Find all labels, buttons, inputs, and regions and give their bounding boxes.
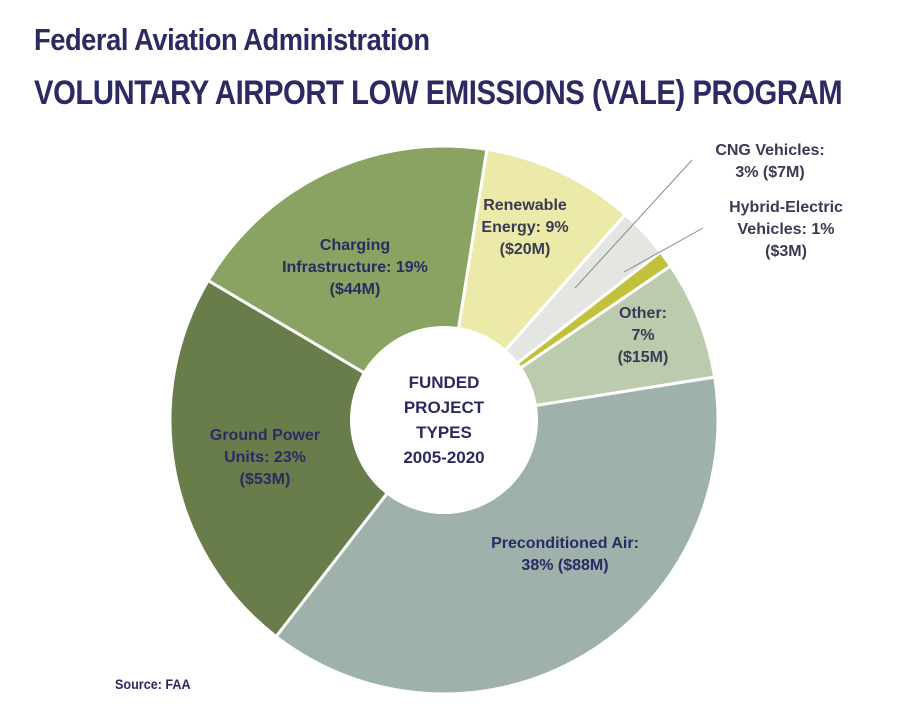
pie-slice-preconditioned-air — [273, 375, 720, 696]
slice-label-line: Infrastructure: 19% — [282, 259, 428, 276]
leader-lines — [574, 159, 704, 289]
slice-label-line: Preconditioned Air: — [491, 535, 639, 552]
slice-label-line: 7% — [631, 327, 654, 344]
slice-label-line: ($44M) — [330, 281, 381, 298]
slice-label-other: Other: 7% ($15M) — [618, 305, 669, 366]
slice-label-line: Energy: 9% — [481, 219, 568, 236]
source-note: Source: FAA — [115, 676, 191, 692]
slice-label-line: ($20M) — [500, 241, 551, 258]
slice-labels: Renewable Energy: 9% ($20M) CNG Vehicles: 3%… — [210, 142, 843, 574]
slice-label-hybrid-electric-vehicles: Hybrid-Electric Vehicles: 1% ($3M) — [729, 199, 843, 260]
center-label-line: 2005-2020 — [403, 448, 484, 467]
donut-hole — [350, 326, 538, 514]
slice-label-preconditioned-air: Preconditioned Air: 38% ($88M) — [491, 535, 639, 574]
slice-label-cng-vehicles: CNG Vehicles: 3% ($7M) — [715, 142, 824, 181]
slice-label-line: Vehicles: 1% — [738, 221, 835, 238]
slice-label-line: CNG Vehicles: — [715, 142, 824, 159]
slice-label-line: Ground Power — [210, 427, 320, 444]
slice-label-line: ($53M) — [240, 471, 291, 488]
slice-label-line: ($15M) — [618, 349, 669, 366]
slice-label-line: Renewable — [483, 197, 567, 214]
slice-label-ground-power-units: Ground Power Units: 23% ($53M) — [210, 427, 320, 488]
slice-label-line: ($3M) — [765, 243, 807, 260]
center-label-text: FUNDED PROJECT TYPES 2005-2020 — [403, 373, 484, 467]
center-label-line: TYPES — [416, 423, 472, 442]
slice-label-line: Charging — [320, 237, 390, 254]
chart-title-line2: VOLUNTARY AIRPORT LOW EMISSIONS (VALE) P… — [34, 74, 843, 112]
slice-label-line: 3% ($7M) — [735, 164, 804, 181]
leader-line — [574, 159, 693, 289]
slice-label-line: Other: — [619, 305, 667, 322]
slice-label-line: 38% ($88M) — [521, 557, 608, 574]
center-label-line: FUNDED — [409, 373, 480, 392]
center-label-line: PROJECT — [404, 398, 485, 417]
slice-label-line: Hybrid-Electric — [729, 199, 843, 216]
slice-label-renewable-energy: Renewable Energy: 9% ($20M) — [481, 197, 568, 258]
center-label: FUNDED PROJECT TYPES 2005-2020 — [403, 373, 484, 467]
slice-label-charging-infrastructure: Charging Infrastructure: 19% ($44M) — [282, 237, 428, 298]
slice-label-line: Units: 23% — [224, 449, 306, 466]
chart-title-line1: Federal Aviation Administration — [34, 22, 430, 57]
leader-line — [623, 227, 704, 273]
pie-slice-ground-power-units — [168, 278, 447, 639]
